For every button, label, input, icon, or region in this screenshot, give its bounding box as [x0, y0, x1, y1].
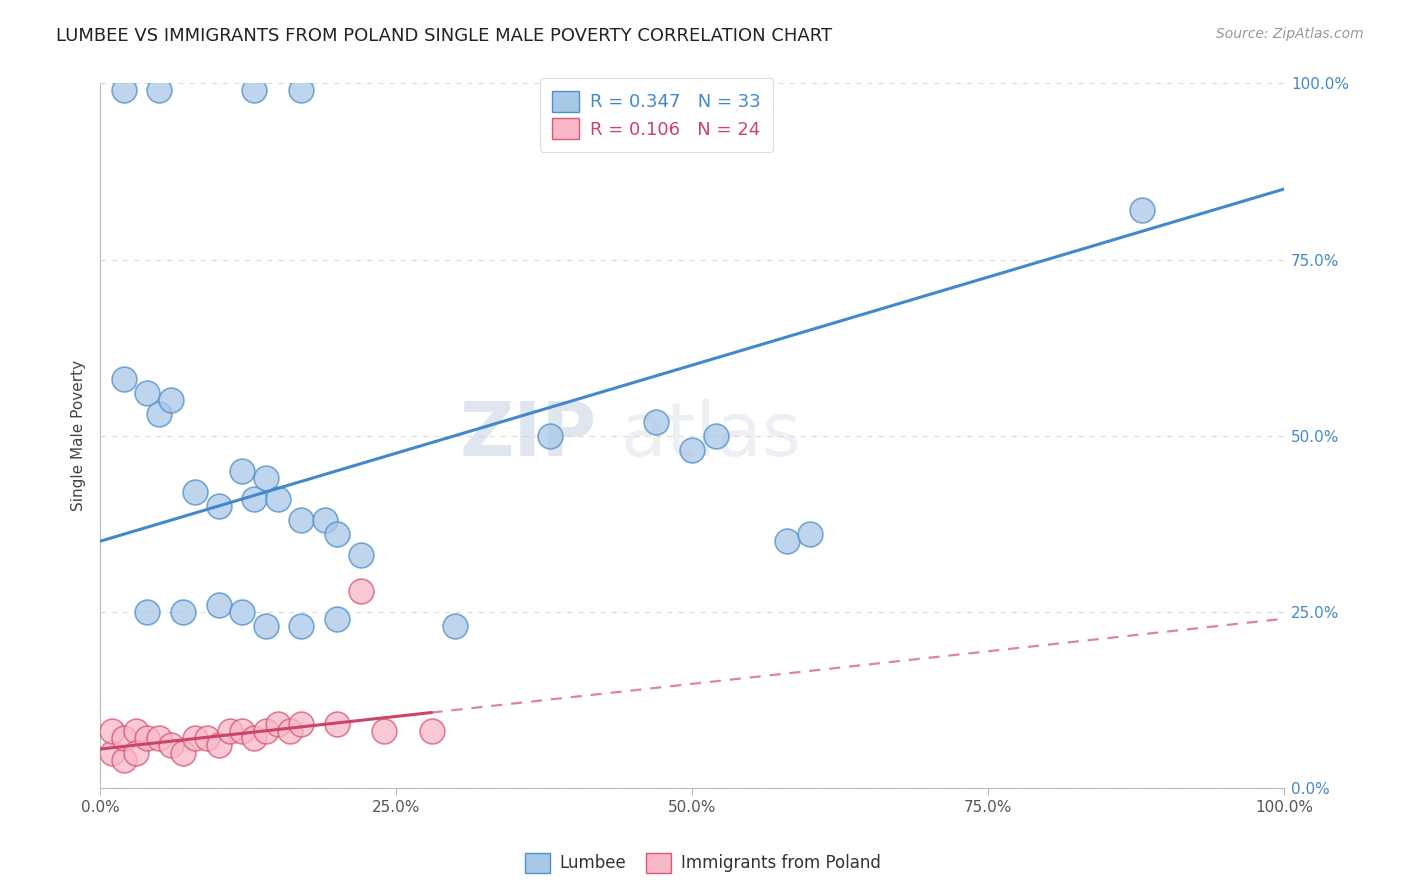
Point — [420, 724, 443, 739]
Point — [148, 408, 170, 422]
Point — [267, 717, 290, 731]
Point — [326, 612, 349, 626]
Point — [160, 739, 183, 753]
Point — [290, 513, 312, 527]
Point — [112, 83, 135, 97]
Point — [254, 619, 277, 633]
Point — [373, 724, 395, 739]
Text: atlas: atlas — [621, 399, 801, 472]
Point — [172, 746, 194, 760]
Point — [243, 491, 266, 506]
Point — [184, 485, 207, 500]
Point — [349, 583, 371, 598]
Point — [136, 605, 159, 619]
Y-axis label: Single Male Poverty: Single Male Poverty — [72, 360, 86, 511]
Point — [290, 619, 312, 633]
Point — [645, 415, 668, 429]
Point — [231, 724, 253, 739]
Point — [254, 471, 277, 485]
Point — [231, 464, 253, 478]
Point — [148, 731, 170, 746]
Point — [799, 527, 821, 541]
Point — [136, 731, 159, 746]
Point — [219, 724, 242, 739]
Point — [254, 724, 277, 739]
Point — [538, 428, 561, 442]
Point — [314, 513, 336, 527]
Point — [326, 527, 349, 541]
Point — [172, 605, 194, 619]
Point — [243, 83, 266, 97]
Point — [136, 386, 159, 401]
Point — [278, 724, 301, 739]
Point — [112, 753, 135, 767]
Text: Source: ZipAtlas.com: Source: ZipAtlas.com — [1216, 27, 1364, 41]
Point — [207, 739, 229, 753]
Point — [444, 619, 467, 633]
Point — [124, 724, 146, 739]
Text: LUMBEE VS IMMIGRANTS FROM POLAND SINGLE MALE POVERTY CORRELATION CHART: LUMBEE VS IMMIGRANTS FROM POLAND SINGLE … — [56, 27, 832, 45]
Point — [112, 731, 135, 746]
Text: ZIP: ZIP — [460, 399, 598, 472]
Point — [704, 428, 727, 442]
Point — [681, 442, 703, 457]
Point — [112, 372, 135, 386]
Point — [195, 731, 218, 746]
Point — [207, 499, 229, 513]
Point — [776, 534, 799, 549]
Point — [231, 605, 253, 619]
Point — [349, 549, 371, 563]
Point — [1130, 203, 1153, 218]
Point — [243, 731, 266, 746]
Legend: Lumbee, Immigrants from Poland: Lumbee, Immigrants from Poland — [517, 847, 889, 880]
Legend: R = 0.347   N = 33, R = 0.106   N = 24: R = 0.347 N = 33, R = 0.106 N = 24 — [540, 78, 773, 152]
Point — [290, 83, 312, 97]
Point — [184, 731, 207, 746]
Point — [267, 491, 290, 506]
Point — [124, 746, 146, 760]
Point — [148, 83, 170, 97]
Point — [207, 598, 229, 612]
Point — [290, 717, 312, 731]
Point — [160, 393, 183, 408]
Point — [101, 746, 124, 760]
Point — [326, 717, 349, 731]
Point — [101, 724, 124, 739]
